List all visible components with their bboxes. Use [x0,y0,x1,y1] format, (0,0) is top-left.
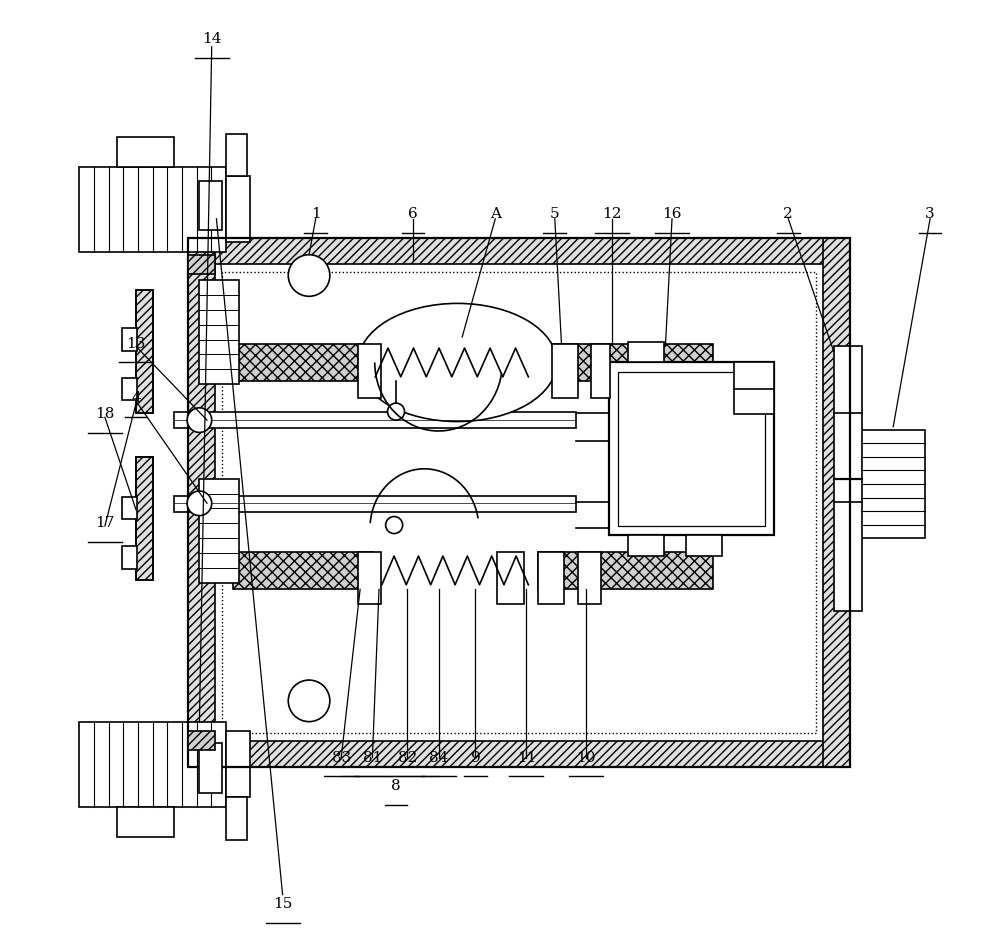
Circle shape [388,403,405,420]
Text: 17: 17 [95,516,115,530]
Text: 11: 11 [517,751,536,765]
Ellipse shape [358,303,557,422]
Bar [199,181,222,230]
Bar [823,238,850,767]
Bar [174,496,576,512]
Bar [188,238,850,767]
Bar [122,546,137,569]
Bar [136,290,153,412]
Bar [233,343,373,381]
Text: 83: 83 [332,751,351,765]
Text: 10: 10 [576,751,596,765]
Bar [552,343,578,398]
Bar [861,429,925,538]
Text: 15: 15 [273,897,292,911]
Bar [136,290,153,412]
Bar [233,552,373,590]
Bar [188,740,850,767]
Text: 81: 81 [363,751,382,765]
Bar [226,731,250,797]
Text: 8: 8 [391,779,401,793]
Bar [358,553,381,605]
Bar [497,553,524,605]
Text: 9: 9 [471,751,480,765]
Bar [136,457,153,580]
Bar [686,536,722,556]
Bar [79,721,226,807]
Bar [628,536,664,556]
Text: 18: 18 [95,408,115,422]
Bar [226,797,247,840]
Text: A: A [490,207,501,221]
Bar [538,553,564,605]
Bar [358,343,381,398]
Bar [226,134,247,176]
Bar [199,479,239,583]
Bar [122,328,137,351]
Circle shape [386,517,403,534]
Text: 84: 84 [429,751,448,765]
Bar [188,255,215,274]
Text: 12: 12 [602,207,621,221]
Text: 3: 3 [925,207,935,221]
Bar [174,411,576,428]
Bar [199,281,239,384]
Bar [226,176,250,243]
Text: 13: 13 [126,337,146,351]
Bar [79,167,226,252]
Bar [117,807,174,837]
Text: 82: 82 [398,751,417,765]
Bar [122,377,137,400]
Bar [199,743,222,793]
Text: 1: 1 [311,207,321,221]
Bar [188,238,850,264]
Bar [538,343,713,381]
Circle shape [288,255,330,297]
Bar [734,362,774,414]
Bar [591,343,610,398]
Text: 5: 5 [550,207,560,221]
Text: 14: 14 [202,32,221,46]
Text: 2: 2 [783,207,793,221]
Bar [188,238,215,767]
Bar [538,552,713,590]
Bar [618,372,765,526]
Bar [628,341,664,362]
Bar [122,497,137,520]
Bar [222,272,816,733]
Text: 6: 6 [408,207,418,221]
Bar [609,362,774,536]
Circle shape [288,680,330,721]
Circle shape [187,491,212,516]
Bar [834,346,862,611]
Text: 4: 4 [131,392,141,406]
Bar [188,731,215,750]
Bar [136,457,153,580]
Bar [578,553,601,605]
Text: 16: 16 [662,207,682,221]
Circle shape [187,408,212,432]
Bar [117,137,174,167]
